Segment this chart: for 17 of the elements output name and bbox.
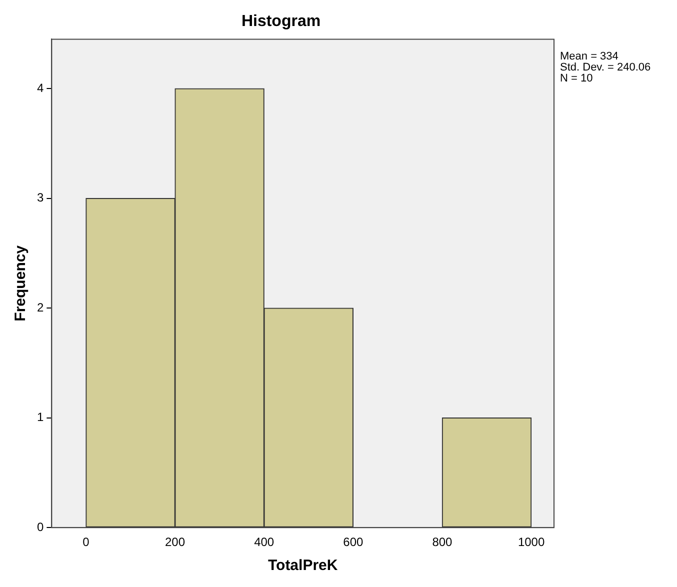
y-tick-label: 0 bbox=[36, 520, 44, 534]
text: N = 10 bbox=[560, 72, 593, 85]
x-tick-label: 400 bbox=[254, 535, 274, 550]
text: Mean = 334 bbox=[560, 50, 618, 63]
y-axis-title: Frequency bbox=[12, 244, 30, 322]
x-tick-label: 200 bbox=[165, 535, 186, 550]
y-tick-label: 3 bbox=[36, 190, 44, 205]
y-tick-label: 1 bbox=[36, 410, 44, 424]
x-tick-label: 800 bbox=[432, 535, 453, 550]
x-axis-title: TotalPreK bbox=[268, 557, 338, 574]
x-tick-label: 0 bbox=[82, 535, 90, 550]
y-tick-label: 4 bbox=[36, 80, 44, 95]
chart-title: Histogram bbox=[241, 13, 321, 30]
x-tick-label: 600 bbox=[343, 535, 364, 550]
x-tick-label: 1000 bbox=[518, 535, 545, 550]
text: Std. Dev. = 240.06 bbox=[560, 62, 651, 74]
y-tick-label: 2 bbox=[36, 300, 44, 314]
